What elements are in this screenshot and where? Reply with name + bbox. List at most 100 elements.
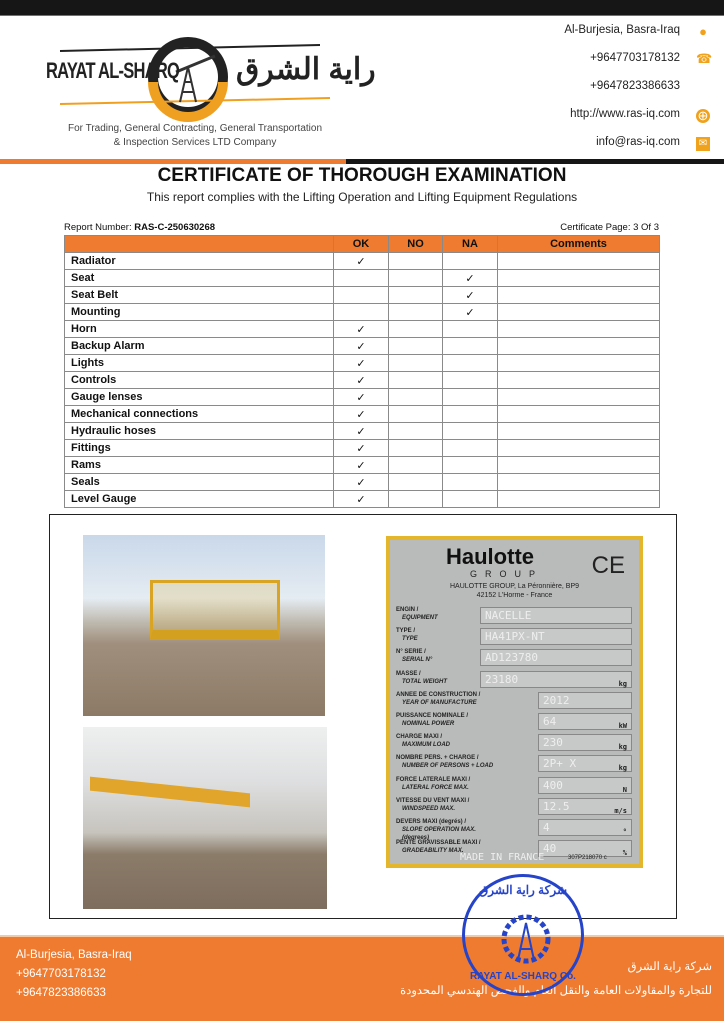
brand-name-ar: راية الشرق	[236, 53, 376, 86]
contact-phone-1: +9647703178132	[590, 52, 680, 64]
ok-cell	[333, 269, 389, 287]
table-row: Level Gauge ✓	[64, 490, 660, 508]
footer-phone-1: +9647703178132	[16, 968, 106, 980]
footer-address: Al-Burjesia, Basra-Iraq	[16, 949, 132, 961]
plate-label-en: GRADEABILITY MAX.	[402, 848, 464, 855]
table-row: Rams ✓	[64, 456, 660, 474]
header-divider-dark	[346, 159, 724, 164]
item-label: Seat Belt	[64, 286, 334, 304]
na-cell	[442, 490, 498, 508]
comments-cell	[497, 286, 660, 304]
na-cell	[442, 388, 498, 406]
plate-label-fr: NOMBRE PERS. + CHARGE /	[396, 755, 479, 762]
plate-value: AD123780	[485, 651, 538, 665]
plate-label-en: LATERAL FORCE MAX.	[402, 784, 469, 791]
ok-cell: ✓	[333, 252, 389, 270]
header-divider-orange	[0, 159, 346, 164]
plate-field: N° SERIE / SERIAL N° AD123780	[396, 648, 636, 668]
ok-cell: ✓	[333, 337, 389, 355]
top-bar	[0, 0, 724, 16]
plate-label-fr: N° SERIE /	[396, 649, 426, 656]
stamp-bottom-text: RAYAT AL-SHARQ Co.	[470, 971, 576, 982]
plate-field-label: TYPE / TYPE	[396, 627, 496, 643]
page-title: CERTIFICATE OF THOROUGH EXAMINATION	[157, 165, 567, 186]
plate-field-value: 2P+ X kg	[538, 755, 632, 773]
column-header: NO	[388, 235, 443, 253]
plate-field-value: AD123780	[480, 649, 632, 667]
plate-field-value: NACELLE	[480, 607, 632, 624]
comments-cell	[497, 337, 660, 355]
plate-code: 307P218070 c	[568, 855, 607, 861]
contact-website[interactable]: http://www.ras-iq.com	[570, 108, 680, 120]
plate-value: 2012	[543, 693, 570, 707]
plate-value: 64	[543, 715, 557, 728]
inspection-table: OK NO NA Comments Radiator ✓ Seat ✓ Seat Belt ✓ M…	[64, 235, 660, 508]
tagline-line-2: & Inspection Services LTD Company	[113, 137, 277, 148]
plate-unit: kg	[618, 764, 627, 773]
platform-basket	[150, 580, 280, 640]
plate-field-value: 12.5 m/s	[538, 797, 632, 815]
item-label: Radiator	[64, 252, 334, 270]
plate-field-label: PENTE GRAVISSABLE MAXI / GRADEABILITY MAX…	[396, 839, 496, 855]
plate-address: HAULOTTE GROUP, La Péronnière, BP9 42152…	[390, 582, 639, 600]
plate-unit: kW	[618, 722, 627, 730]
tagline-line-1: For Trading, General Contracting, Genera…	[67, 123, 323, 134]
contact-email[interactable]: info@ras-iq.com	[596, 136, 680, 148]
no-cell	[388, 269, 443, 287]
plate-field-value: 230 kg	[538, 734, 632, 752]
comments-cell	[497, 456, 660, 474]
plate-label-fr: CHARGE MAXI /	[396, 734, 443, 741]
plate-field-label: DEVERS MAXI (degrés) / SLOPE OPERATION MA…	[396, 818, 496, 842]
plate-field-value: 2012	[538, 691, 632, 709]
na-cell: ✓	[442, 303, 498, 321]
stamp-top-text: شركة راية الشرق	[478, 883, 568, 897]
item-label: Mounting	[64, 303, 334, 321]
na-cell	[442, 252, 498, 270]
na-cell	[442, 354, 498, 372]
plate-field: MASSE / TOTAL WEIGHT 23180 kg	[396, 670, 636, 690]
plate-label-en: EQUIPMENT	[402, 615, 438, 621]
plate-label-en: SLOPE OPERATION MAX. (degrees)	[402, 827, 476, 841]
nameplate-photo: Haulotte GROUP CE HAULOTTE GROUP, La Pér…	[386, 536, 643, 868]
ok-cell: ✓	[333, 388, 389, 406]
plate-label-fr: ANNEE DE CONSTRUCTION /	[396, 691, 481, 698]
plate-value: 230	[543, 736, 563, 750]
footer-phone-2: +9647823386633	[16, 987, 106, 999]
table-row: Hydraulic hoses ✓	[64, 422, 660, 440]
plate-label-fr: DEVERS MAXI (degrés) /	[396, 819, 467, 825]
report-number-label: Report Number:	[64, 222, 135, 233]
plate-label-en: TYPE	[402, 636, 418, 643]
comments-cell	[497, 303, 660, 321]
table-row: Seals ✓	[64, 473, 660, 491]
company-logo	[40, 22, 350, 122]
item-label: Mechanical connections	[64, 405, 334, 423]
ce-mark: CE	[591, 552, 625, 579]
item-label: Horn	[64, 320, 334, 338]
photo-section	[49, 514, 677, 919]
comments-cell	[497, 405, 660, 423]
plate-field: FORCE LATERALE MAXI / LATERAL FORCE MAX. …	[396, 776, 636, 796]
no-cell	[388, 422, 443, 440]
plate-address-1: HAULOTTE GROUP, La Péronnière, BP9	[449, 583, 580, 590]
equipment-photo-2	[83, 727, 327, 909]
comments-cell	[497, 490, 660, 508]
comments-cell	[497, 422, 660, 440]
plate-field-value: 64 kW	[538, 713, 632, 730]
no-cell	[388, 286, 443, 304]
envelope-icon: ✉	[696, 137, 710, 151]
ok-cell: ✓	[333, 490, 389, 508]
plate-field-label: VITESSE DU VENT MAXI / WINDSPEED MAX.	[396, 797, 496, 813]
column-header: OK	[333, 235, 389, 253]
no-cell	[388, 490, 443, 508]
item-label: Hydraulic hoses	[64, 422, 334, 440]
plate-field-label: N° SERIE / SERIAL N°	[396, 648, 496, 664]
ok-cell: ✓	[333, 456, 389, 474]
comments-cell	[497, 439, 660, 457]
item-label: Fittings	[64, 439, 334, 457]
plate-label-fr: MASSE /	[396, 670, 421, 677]
table-row: Lights ✓	[64, 354, 660, 372]
plate-label-en: NUMBER OF PERSONS + LOAD	[402, 763, 494, 770]
plate-label-en: YEAR OF MANUFACTURE	[402, 699, 477, 706]
telephone-icon: ☎	[696, 51, 713, 66]
no-cell	[388, 303, 443, 321]
